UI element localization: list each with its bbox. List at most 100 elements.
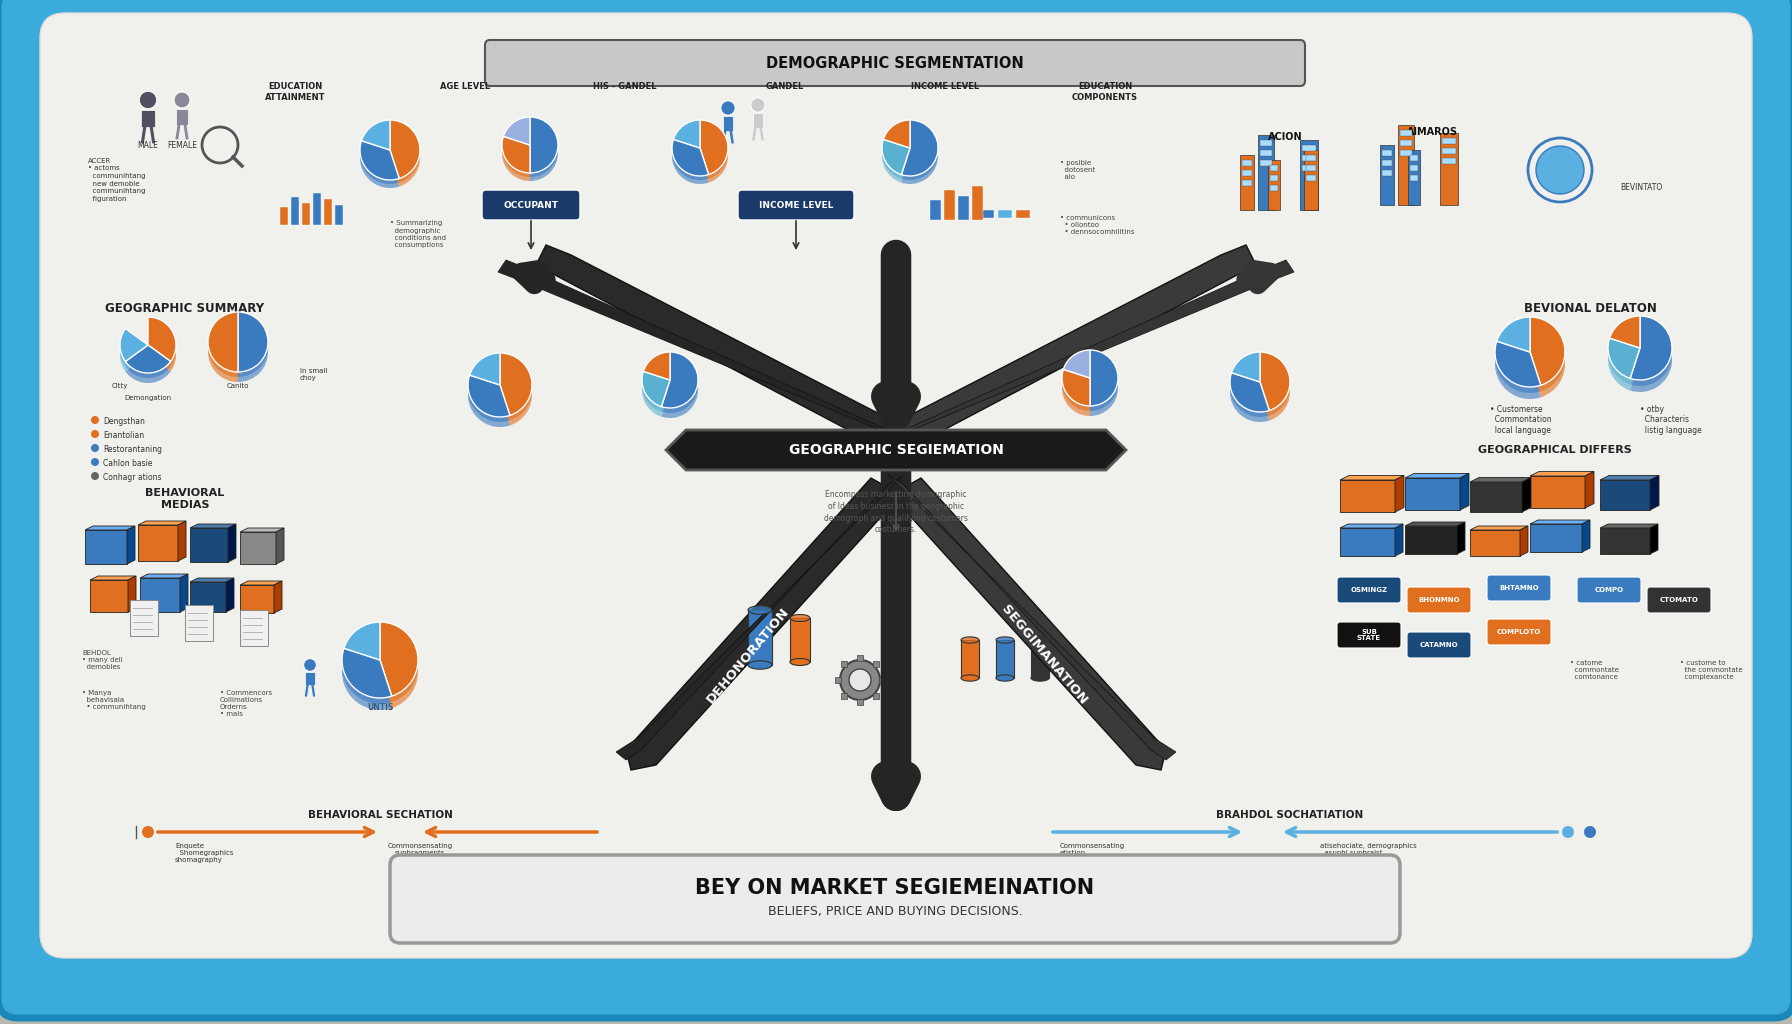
- Wedge shape: [504, 117, 530, 145]
- Text: Restorantaning: Restorantaning: [102, 444, 161, 454]
- Wedge shape: [125, 345, 170, 373]
- FancyBboxPatch shape: [482, 190, 581, 220]
- Bar: [314, 193, 321, 225]
- Wedge shape: [1607, 350, 1640, 390]
- Wedge shape: [208, 322, 238, 382]
- Text: UNTIS: UNTIS: [367, 703, 392, 712]
- Ellipse shape: [961, 675, 978, 681]
- Wedge shape: [1090, 360, 1118, 416]
- Bar: [1382, 160, 1392, 166]
- Text: Conhagr ations: Conhagr ations: [102, 472, 161, 481]
- Wedge shape: [238, 317, 269, 377]
- Polygon shape: [226, 578, 235, 612]
- Polygon shape: [1457, 522, 1466, 554]
- Bar: [1530, 524, 1582, 552]
- Bar: [722, 116, 733, 130]
- Circle shape: [142, 826, 154, 838]
- Polygon shape: [190, 524, 237, 528]
- Wedge shape: [470, 362, 500, 395]
- Bar: [1260, 140, 1272, 146]
- Ellipse shape: [961, 637, 978, 643]
- Text: BEHAVIORAL SECHATION: BEHAVIORAL SECHATION: [308, 810, 452, 820]
- Bar: [1271, 185, 1278, 191]
- Bar: [1410, 165, 1417, 171]
- Polygon shape: [1340, 475, 1403, 480]
- Text: FEMALE: FEMALE: [167, 141, 197, 150]
- Polygon shape: [127, 526, 134, 564]
- Text: AGE LEVEL: AGE LEVEL: [441, 82, 489, 91]
- Bar: [747, 610, 772, 665]
- Bar: [944, 190, 955, 220]
- Wedge shape: [882, 139, 910, 175]
- Polygon shape: [84, 526, 134, 530]
- Wedge shape: [1063, 370, 1090, 406]
- Wedge shape: [1229, 378, 1269, 417]
- Polygon shape: [127, 575, 136, 612]
- Bar: [1260, 160, 1272, 166]
- Bar: [998, 210, 1012, 218]
- Wedge shape: [643, 362, 670, 390]
- FancyBboxPatch shape: [391, 855, 1400, 943]
- FancyBboxPatch shape: [1337, 577, 1401, 603]
- Polygon shape: [667, 430, 1125, 470]
- Wedge shape: [642, 372, 670, 407]
- Wedge shape: [1090, 350, 1118, 406]
- Text: EDUCATION
ATTAINMENT: EDUCATION ATTAINMENT: [265, 82, 326, 102]
- FancyBboxPatch shape: [1337, 622, 1401, 648]
- Polygon shape: [1394, 475, 1403, 512]
- Wedge shape: [901, 120, 937, 176]
- Polygon shape: [190, 578, 235, 582]
- FancyBboxPatch shape: [1407, 632, 1471, 658]
- Wedge shape: [1063, 350, 1090, 378]
- Text: SUB
STATE: SUB STATE: [1357, 629, 1382, 641]
- Bar: [980, 210, 995, 218]
- Circle shape: [91, 416, 99, 424]
- Text: GEOGRAPHIC SUMMARY: GEOGRAPHIC SUMMARY: [106, 301, 265, 314]
- Wedge shape: [661, 352, 699, 408]
- Text: Enantolian: Enantolian: [102, 430, 143, 439]
- Wedge shape: [1090, 350, 1118, 406]
- Bar: [335, 205, 342, 225]
- Text: BEY ON MARKET SEGIEMEINATION: BEY ON MARKET SEGIEMEINATION: [695, 878, 1095, 898]
- Wedge shape: [1495, 341, 1541, 387]
- FancyBboxPatch shape: [1407, 587, 1471, 613]
- Wedge shape: [672, 147, 708, 184]
- Text: atisehociate, demographics
  asuphi suphraist: atisehociate, demographics asuphi suphra…: [1321, 843, 1417, 856]
- Bar: [190, 528, 228, 562]
- Bar: [996, 640, 1014, 678]
- Bar: [1443, 138, 1455, 144]
- Polygon shape: [274, 581, 281, 613]
- Circle shape: [303, 658, 317, 672]
- Bar: [1530, 476, 1584, 508]
- Bar: [1271, 175, 1278, 181]
- Ellipse shape: [996, 637, 1014, 643]
- Bar: [790, 618, 810, 662]
- Polygon shape: [1582, 520, 1590, 552]
- Text: • posible
  dotosent
  alo: • posible dotosent alo: [1061, 160, 1095, 180]
- Polygon shape: [1405, 522, 1466, 526]
- Text: GEOGRAPHICAL DIFFERS: GEOGRAPHICAL DIFFERS: [1478, 445, 1633, 455]
- Text: ACCER
• actoms
  communihtang
  new demoble
  communihtang
  figuration: ACCER • actoms communihtang new demoble …: [88, 158, 145, 202]
- Wedge shape: [342, 648, 392, 698]
- Text: BEHDOL
• many deli
  demobles: BEHDOL • many deli demobles: [82, 650, 122, 670]
- Bar: [930, 200, 941, 220]
- Wedge shape: [1063, 355, 1090, 383]
- Bar: [1030, 640, 1048, 678]
- Wedge shape: [883, 128, 910, 156]
- Wedge shape: [120, 329, 149, 361]
- Polygon shape: [1600, 475, 1659, 480]
- Wedge shape: [238, 312, 269, 372]
- Wedge shape: [1063, 379, 1090, 416]
- Wedge shape: [380, 628, 418, 702]
- Bar: [971, 186, 984, 220]
- Wedge shape: [882, 147, 910, 182]
- Bar: [1443, 148, 1455, 154]
- Wedge shape: [672, 143, 708, 180]
- Polygon shape: [1520, 526, 1529, 556]
- Bar: [240, 585, 274, 613]
- Wedge shape: [391, 120, 419, 178]
- Circle shape: [91, 472, 99, 480]
- Bar: [190, 582, 226, 612]
- Wedge shape: [342, 648, 392, 698]
- Wedge shape: [1260, 352, 1290, 411]
